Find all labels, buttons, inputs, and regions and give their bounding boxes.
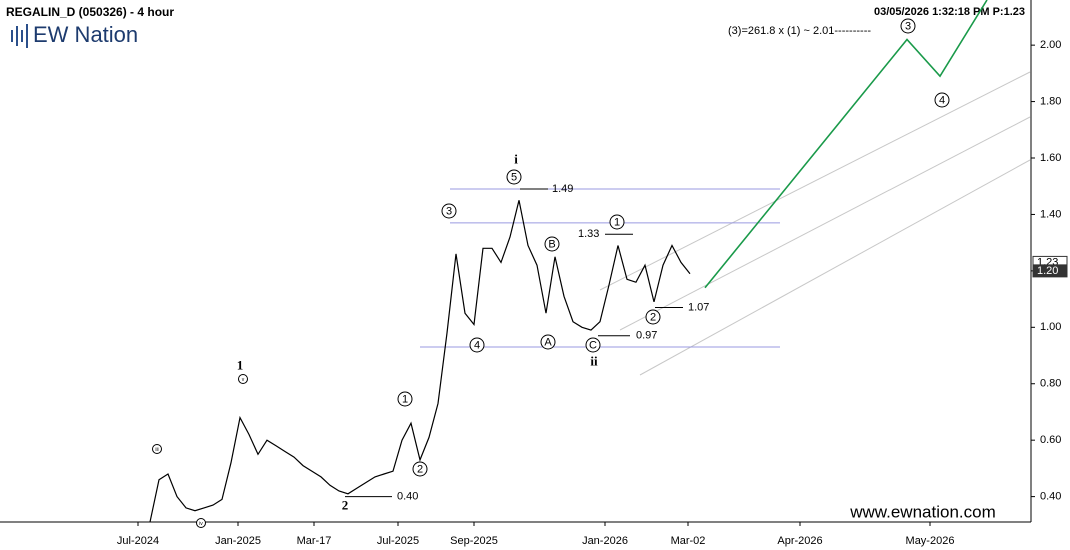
wave-circle	[540, 334, 556, 350]
wave-label: 5	[511, 171, 517, 183]
logo: EW Nation	[33, 22, 138, 47]
website: www.ewnation.com	[849, 502, 996, 521]
price-tag	[1032, 264, 1068, 278]
wave-circle	[196, 518, 206, 528]
level-label: 1.33	[578, 228, 599, 240]
wave-circle	[152, 444, 162, 454]
wave-label: 4	[474, 339, 480, 351]
y-tick-label: 1.60	[1040, 152, 1061, 164]
wave-label: 2	[417, 463, 423, 475]
x-tick-label: Jul-2024	[117, 535, 159, 547]
wave-label: 2	[342, 497, 349, 512]
channel-lines	[599, 71, 1031, 376]
wave-label: i	[514, 151, 518, 166]
wave-label: B	[548, 238, 555, 250]
wave-label: iv	[199, 521, 203, 527]
x-tick-label: Jan-2026	[582, 535, 628, 547]
wave-label: 3	[905, 20, 911, 32]
x-tick-label: May-2026	[906, 535, 955, 547]
logo-icon	[11, 24, 28, 48]
wave-label: 1	[614, 216, 620, 228]
wave-circle	[609, 214, 625, 230]
wave-circle	[585, 337, 601, 353]
level-label: 0.97	[636, 330, 657, 342]
wave-label: A	[544, 336, 552, 348]
wave-circle	[238, 374, 248, 384]
level-label: 1.49	[552, 183, 573, 195]
wave-circle	[506, 169, 522, 185]
wave-label: iii	[155, 447, 158, 453]
x-tick-label: Mar-02	[671, 535, 706, 547]
level-label: 1.07	[688, 301, 709, 313]
wave-label: 1	[402, 393, 408, 405]
wave-circle	[934, 92, 950, 108]
wave-circle	[441, 203, 457, 219]
wave-circle	[900, 18, 916, 34]
level-label: 0.40	[397, 491, 418, 503]
y-tick-label: 1.00	[1040, 321, 1061, 333]
wave-label: 4	[939, 94, 945, 106]
timestamp: 03/05/2026 1:32:18 PM P:1.23	[874, 6, 1025, 18]
wave-circle	[544, 236, 560, 252]
wave-label: C	[589, 339, 597, 351]
price-line	[149, 200, 691, 523]
x-tick-label: Apr-2026	[777, 535, 822, 547]
y-tick-label: 1.80	[1040, 95, 1061, 107]
x-tick-label: Jan-2025	[215, 535, 261, 547]
y-tick-label: 0.80	[1040, 378, 1061, 390]
x-tick-label: Sep-2025	[450, 535, 498, 547]
projection-line	[704, 0, 988, 289]
wave-circle	[469, 337, 485, 353]
x-tick-label: Jul-2025	[377, 535, 419, 547]
y-tick-label: 0.40	[1040, 491, 1061, 503]
chart-title: REGALIN_D (050326) - 4 hour	[6, 5, 174, 19]
y-tick-label: 2.00	[1040, 39, 1061, 51]
annotation: (3)=261.8 x (1) ~ 2.01----------	[728, 25, 871, 37]
wave-circle	[412, 461, 428, 477]
wave-circle	[397, 391, 413, 407]
wave-circle	[645, 309, 661, 325]
y-tick-label: 1.40	[1040, 208, 1061, 220]
price-tag-label: 1.20	[1037, 265, 1058, 277]
x-tick-label: Mar-17	[297, 535, 332, 547]
y-tick-label: 0.60	[1040, 434, 1061, 446]
wave-label: 1	[237, 357, 244, 372]
wave-label: ii	[590, 353, 598, 368]
wave-label: v	[242, 377, 245, 383]
wave-label: 3	[446, 205, 452, 217]
wave-label: 2	[650, 311, 656, 323]
